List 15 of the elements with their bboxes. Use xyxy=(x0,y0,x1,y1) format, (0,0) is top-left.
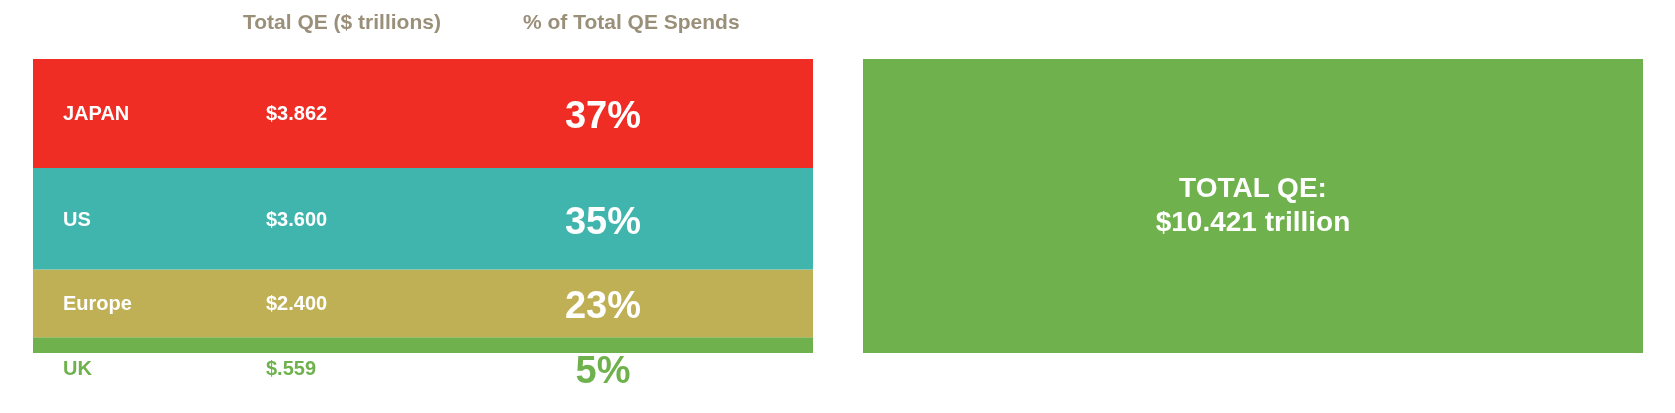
data-label: $.559 xyxy=(266,357,317,379)
data-label: $3.862 xyxy=(266,102,328,125)
data-label: $2.400 xyxy=(266,292,328,315)
series-label: UK xyxy=(63,357,93,379)
text: % of Total QE Spends xyxy=(523,10,740,34)
annotation: 37% xyxy=(564,94,642,137)
series-label: Europe xyxy=(63,292,132,315)
annotation: 23% xyxy=(564,284,642,327)
series-label: JAPAN xyxy=(63,102,130,125)
data-label: $3.600 xyxy=(266,207,328,230)
text: Total QE ($ trillions) xyxy=(243,10,441,34)
series-label: US xyxy=(63,207,91,230)
annotation: TOTAL QE: $10.421 trillion xyxy=(1155,172,1351,237)
annotation: 35% xyxy=(564,199,642,242)
annotation: 5% xyxy=(575,349,631,391)
